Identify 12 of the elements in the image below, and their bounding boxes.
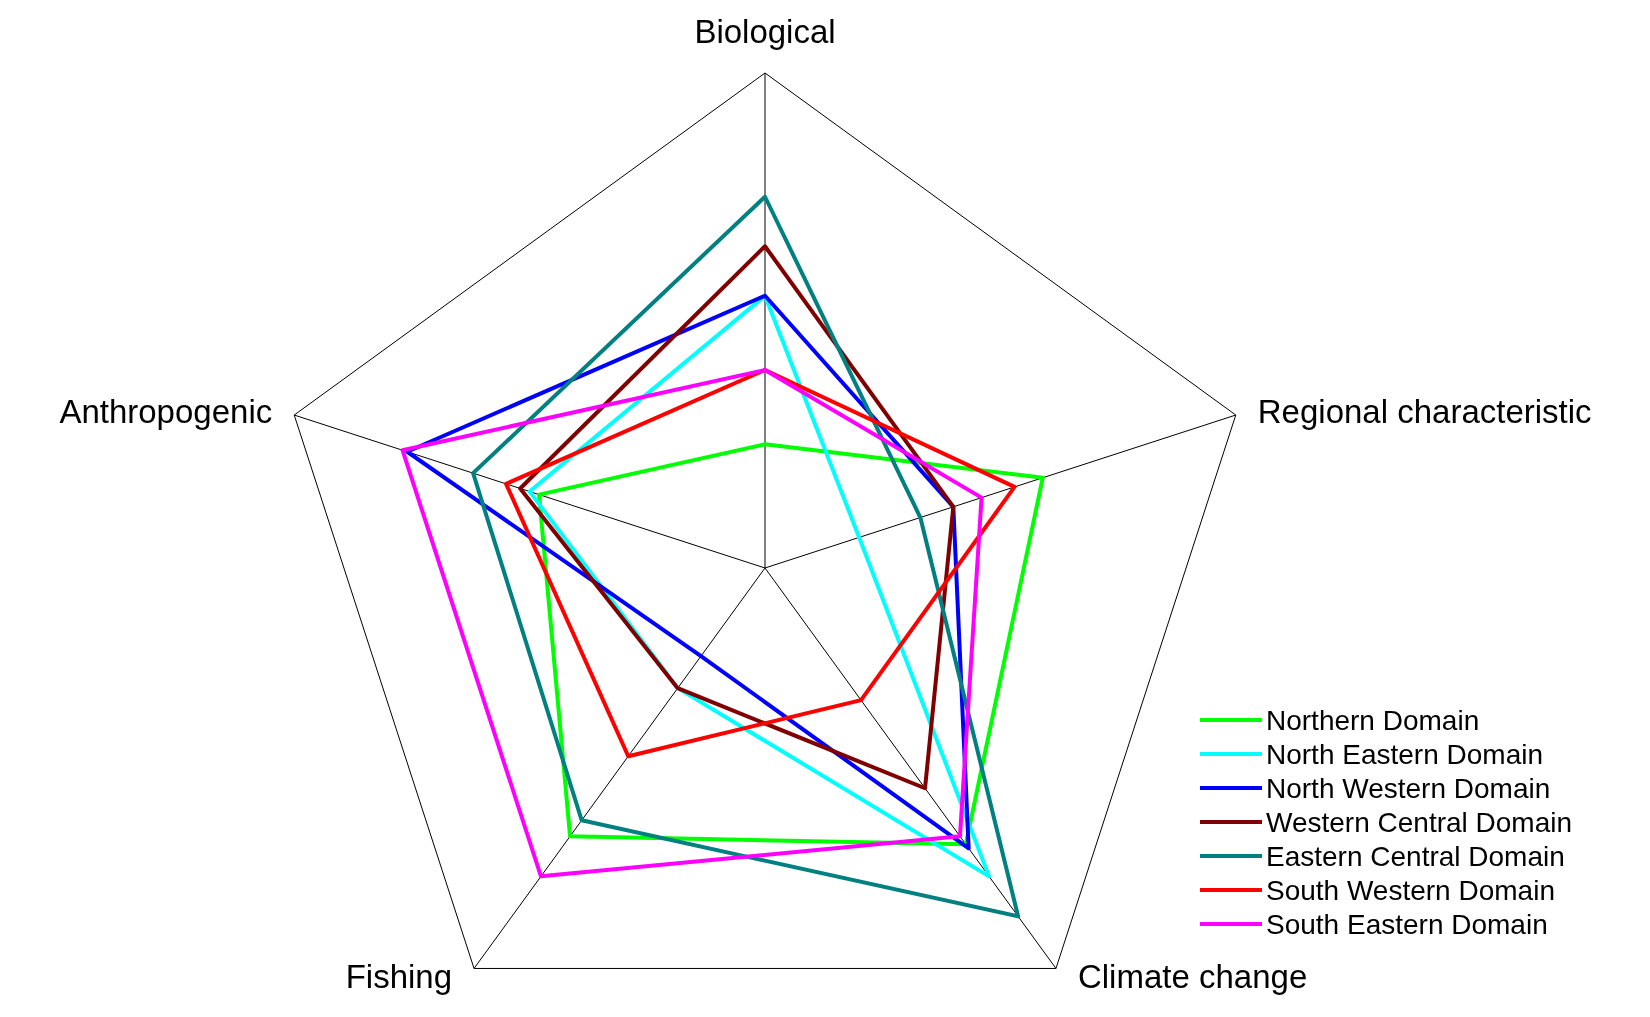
legend-label: North Western Domain — [1266, 773, 1551, 804]
spoke-label: Climate change — [1077, 958, 1308, 996]
legend-label: North Eastern Domain — [1266, 739, 1544, 770]
spoke-label: Regional characteristic — [1257, 393, 1592, 431]
legend-label: South Western Domain — [1266, 875, 1555, 906]
spoke-label: Biological — [694, 13, 836, 50]
spoke-label: Anthropogenic — [59, 393, 273, 431]
legend-label: Western Central Domain — [1266, 807, 1573, 838]
spoke-label: Fishing — [345, 958, 453, 996]
legend-label: Eastern Central Domain — [1266, 841, 1565, 872]
legend-label: Northern Domain — [1266, 705, 1480, 736]
legend-label: South Eastern Domain — [1266, 909, 1548, 940]
